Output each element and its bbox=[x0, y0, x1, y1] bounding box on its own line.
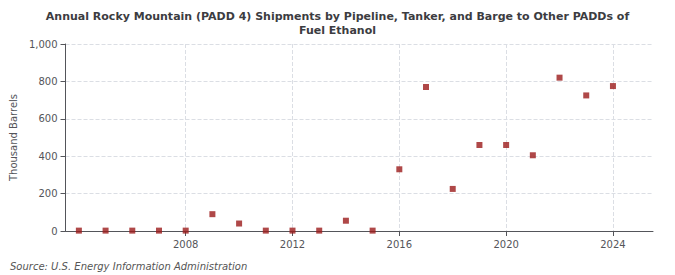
svg-text:2024: 2024 bbox=[600, 239, 625, 250]
svg-text:Fuel Ethanol: Fuel Ethanol bbox=[299, 24, 376, 37]
svg-text:0: 0 bbox=[51, 226, 57, 237]
svg-text:2008: 2008 bbox=[173, 239, 198, 250]
svg-text:600: 600 bbox=[38, 113, 57, 124]
svg-text:800: 800 bbox=[38, 76, 57, 87]
svg-text:2016: 2016 bbox=[387, 239, 412, 250]
svg-text:2012: 2012 bbox=[280, 239, 305, 250]
svg-text:Annual Rocky Mountain (PADD 4): Annual Rocky Mountain (PADD 4) Shipments… bbox=[46, 10, 630, 23]
svg-text:200: 200 bbox=[38, 188, 57, 199]
svg-text:1,000: 1,000 bbox=[29, 39, 58, 50]
svg-text:Thousand Barrels: Thousand Barrels bbox=[8, 94, 19, 182]
svg-text:Source: U.S. Energy Informatio: Source: U.S. Energy Information Administ… bbox=[10, 261, 247, 272]
svg-text:400: 400 bbox=[38, 151, 57, 162]
svg-text:2020: 2020 bbox=[493, 239, 518, 250]
